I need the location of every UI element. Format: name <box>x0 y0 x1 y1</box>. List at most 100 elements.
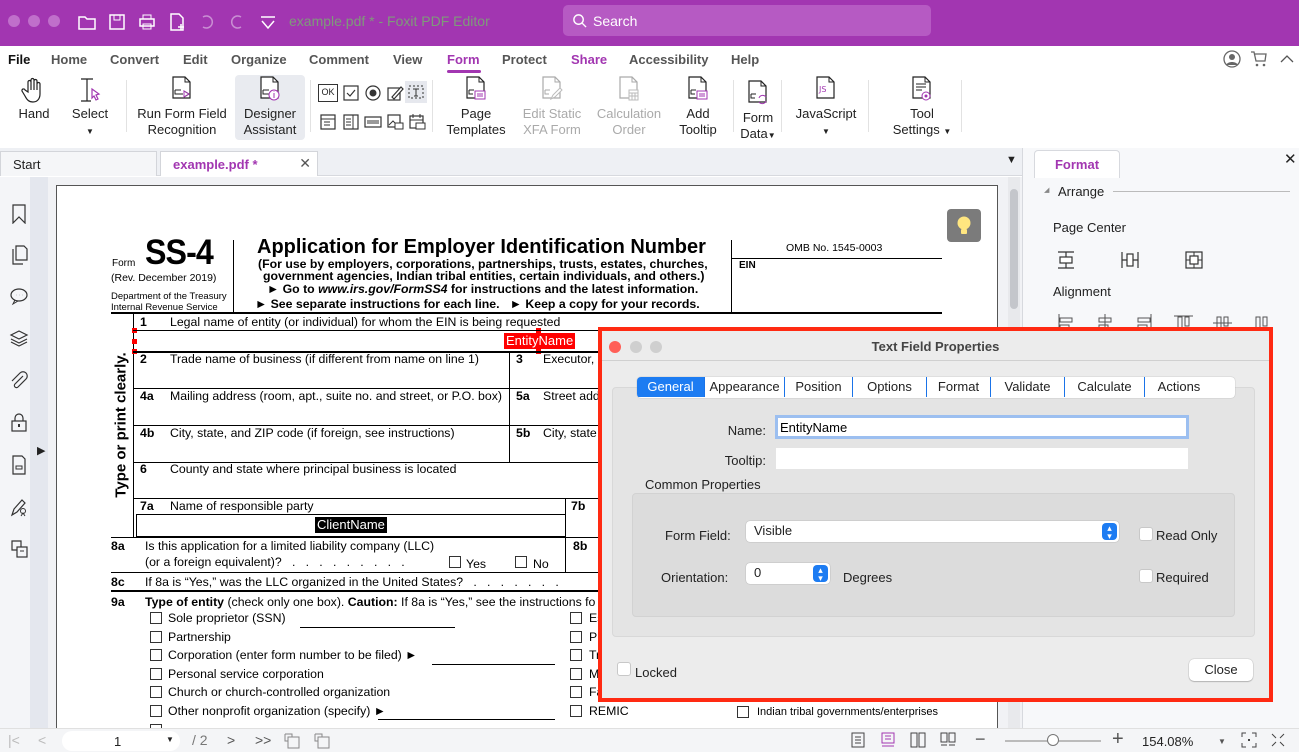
combo-box-tool-icon[interactable] <box>319 113 337 131</box>
check-box-tool-icon[interactable] <box>342 84 360 102</box>
radio-button-tool-icon[interactable] <box>364 84 382 102</box>
entity-type-checkbox[interactable] <box>570 668 582 680</box>
indian-tribal-checkbox[interactable] <box>737 706 749 718</box>
bookmark-icon[interactable] <box>9 204 29 224</box>
form-field-select[interactable]: Visible ▴ ▾ <box>746 521 1119 542</box>
collapse-ribbon-icon[interactable] <box>1280 53 1294 65</box>
menu-share[interactable]: Share <box>571 52 608 67</box>
designer-hint-button[interactable] <box>947 209 981 242</box>
tab-list-dropdown-icon[interactable]: ▼ <box>1006 154 1017 166</box>
page-templates-button[interactable]: Page Templates <box>440 76 512 138</box>
expand-sidebar-icon[interactable]: ▶ <box>37 445 46 457</box>
menu-protect[interactable]: Protect <box>502 52 547 67</box>
edit-static-xfa-form-button[interactable]: Edit Static XFA Form <box>516 76 588 138</box>
list-box-tool-icon[interactable] <box>342 113 360 131</box>
print-icon[interactable] <box>137 12 157 32</box>
entity-type-checkbox[interactable] <box>150 668 162 680</box>
dialog-tab-validate[interactable]: Validate <box>991 377 1065 397</box>
zoom-out-button[interactable]: − <box>975 729 986 749</box>
entity-type-checkbox[interactable] <box>150 724 162 728</box>
center-both-icon[interactable] <box>1184 250 1204 270</box>
llc-yes-checkbox[interactable] <box>449 556 461 568</box>
entity-type-checkbox[interactable] <box>570 649 582 661</box>
llc-no-checkbox[interactable] <box>515 556 527 568</box>
locked-checkbox[interactable] <box>617 662 631 676</box>
menu-accessibility[interactable]: Accessibility <box>629 52 709 67</box>
align-top-icon[interactable] <box>1173 313 1193 333</box>
orientation-select[interactable]: 0 ▴ ▾ <box>746 563 830 584</box>
attachment-icon[interactable] <box>9 371 29 391</box>
hand-tool-button[interactable]: Hand <box>10 76 58 122</box>
undo-icon[interactable] <box>197 12 217 32</box>
signature-icon[interactable] <box>9 497 29 517</box>
name-input[interactable] <box>775 415 1189 439</box>
close-tab-icon[interactable]: ✕ <box>299 155 311 171</box>
text-field-tool-icon[interactable] <box>405 81 427 103</box>
pages-icon[interactable] <box>9 245 29 265</box>
entity-type-checkbox[interactable] <box>150 649 162 661</box>
sidebar-collapse-strip[interactable] <box>30 177 48 728</box>
continuous-facing-view-icon[interactable] <box>940 732 956 748</box>
continuous-view-icon[interactable] <box>880 732 896 748</box>
page-dropdown-icon[interactable]: ▼ <box>166 735 174 744</box>
security-lock-icon[interactable] <box>9 412 29 432</box>
calculation-order-button[interactable]: Calculation Order <box>592 76 666 138</box>
previous-view-icon[interactable] <box>283 732 301 749</box>
image-field-tool-icon[interactable] <box>386 113 404 131</box>
required-checkbox[interactable] <box>1139 569 1153 583</box>
entity-type-checkbox[interactable] <box>150 705 162 717</box>
form-data-button[interactable]: Form Data▼ <box>737 80 779 144</box>
compare-pages-icon[interactable] <box>9 539 29 559</box>
menu-organize[interactable]: Organize <box>231 52 287 67</box>
designer-assistant-button[interactable]: Designer Assistant <box>235 76 305 138</box>
entity-name-field[interactable]: EntityName <box>504 333 576 349</box>
scrollbar-thumb[interactable] <box>1010 189 1018 309</box>
zoom-level[interactable]: 154.08% <box>1142 734 1194 749</box>
tab-example-pdf[interactable]: example.pdf * ✕ <box>160 151 318 176</box>
menu-home[interactable]: Home <box>51 52 88 67</box>
dialog-tab-options[interactable]: Options <box>853 377 927 397</box>
date-field-tool-icon[interactable] <box>408 113 426 131</box>
entity-type-checkbox[interactable] <box>570 705 582 717</box>
facing-view-icon[interactable] <box>910 732 926 748</box>
dialog-tab-position[interactable]: Position <box>785 377 853 397</box>
signature-field-tool-icon[interactable] <box>386 84 404 102</box>
menu-comment[interactable]: Comment <box>309 52 369 67</box>
close-panel-icon[interactable]: ✕ <box>1284 151 1297 168</box>
client-name-field[interactable]: ClientName <box>315 517 387 533</box>
cart-icon[interactable] <box>1250 50 1268 68</box>
next-page-icon[interactable]: > <box>227 732 236 748</box>
first-page-icon[interactable]: |< <box>8 732 20 748</box>
entity-type-checkbox[interactable] <box>150 686 162 698</box>
page-number-input[interactable]: 1 ▼ <box>62 731 180 751</box>
push-button-tool[interactable]: OK <box>318 84 338 102</box>
add-tooltip-button[interactable]: Add Tooltip <box>670 76 726 138</box>
zoom-slider-knob[interactable] <box>1047 734 1059 746</box>
select-tool-button[interactable]: Select ▼ <box>66 76 114 140</box>
menu-form[interactable]: Form <box>447 52 480 67</box>
center-vertically-icon[interactable] <box>1120 250 1140 270</box>
center-horizontally-icon[interactable] <box>1056 250 1076 270</box>
window-close-button[interactable] <box>8 15 20 27</box>
dialog-tab-format[interactable]: Format <box>927 377 991 397</box>
comments-icon[interactable] <box>9 286 29 306</box>
run-form-field-recognition-button[interactable]: Run Form Field Recognition <box>134 76 230 138</box>
next-view-icon[interactable] <box>313 732 331 749</box>
dialog-tab-actions[interactable]: Actions <box>1157 379 1201 394</box>
tab-start[interactable]: Start <box>0 151 157 176</box>
menu-view[interactable]: View <box>393 52 423 67</box>
dialog-tab-calculate[interactable]: Calculate <box>1065 377 1145 397</box>
close-button[interactable]: Close <box>1189 659 1253 681</box>
open-folder-icon[interactable] <box>77 12 97 32</box>
menu-help[interactable]: Help <box>731 52 760 67</box>
layers-icon[interactable] <box>9 328 29 348</box>
dialog-minimize-button[interactable] <box>630 341 642 353</box>
barcode-tool-icon[interactable] <box>364 113 382 131</box>
previous-page-icon[interactable]: < <box>38 732 47 748</box>
form-fields-panel-icon[interactable] <box>9 455 29 475</box>
fit-page-icon[interactable] <box>1241 732 1257 748</box>
window-zoom-button[interactable] <box>48 15 60 27</box>
customize-dropdown-icon[interactable] <box>258 12 278 32</box>
full-screen-icon[interactable] <box>1270 732 1286 748</box>
menu-convert[interactable]: Convert <box>110 52 160 67</box>
